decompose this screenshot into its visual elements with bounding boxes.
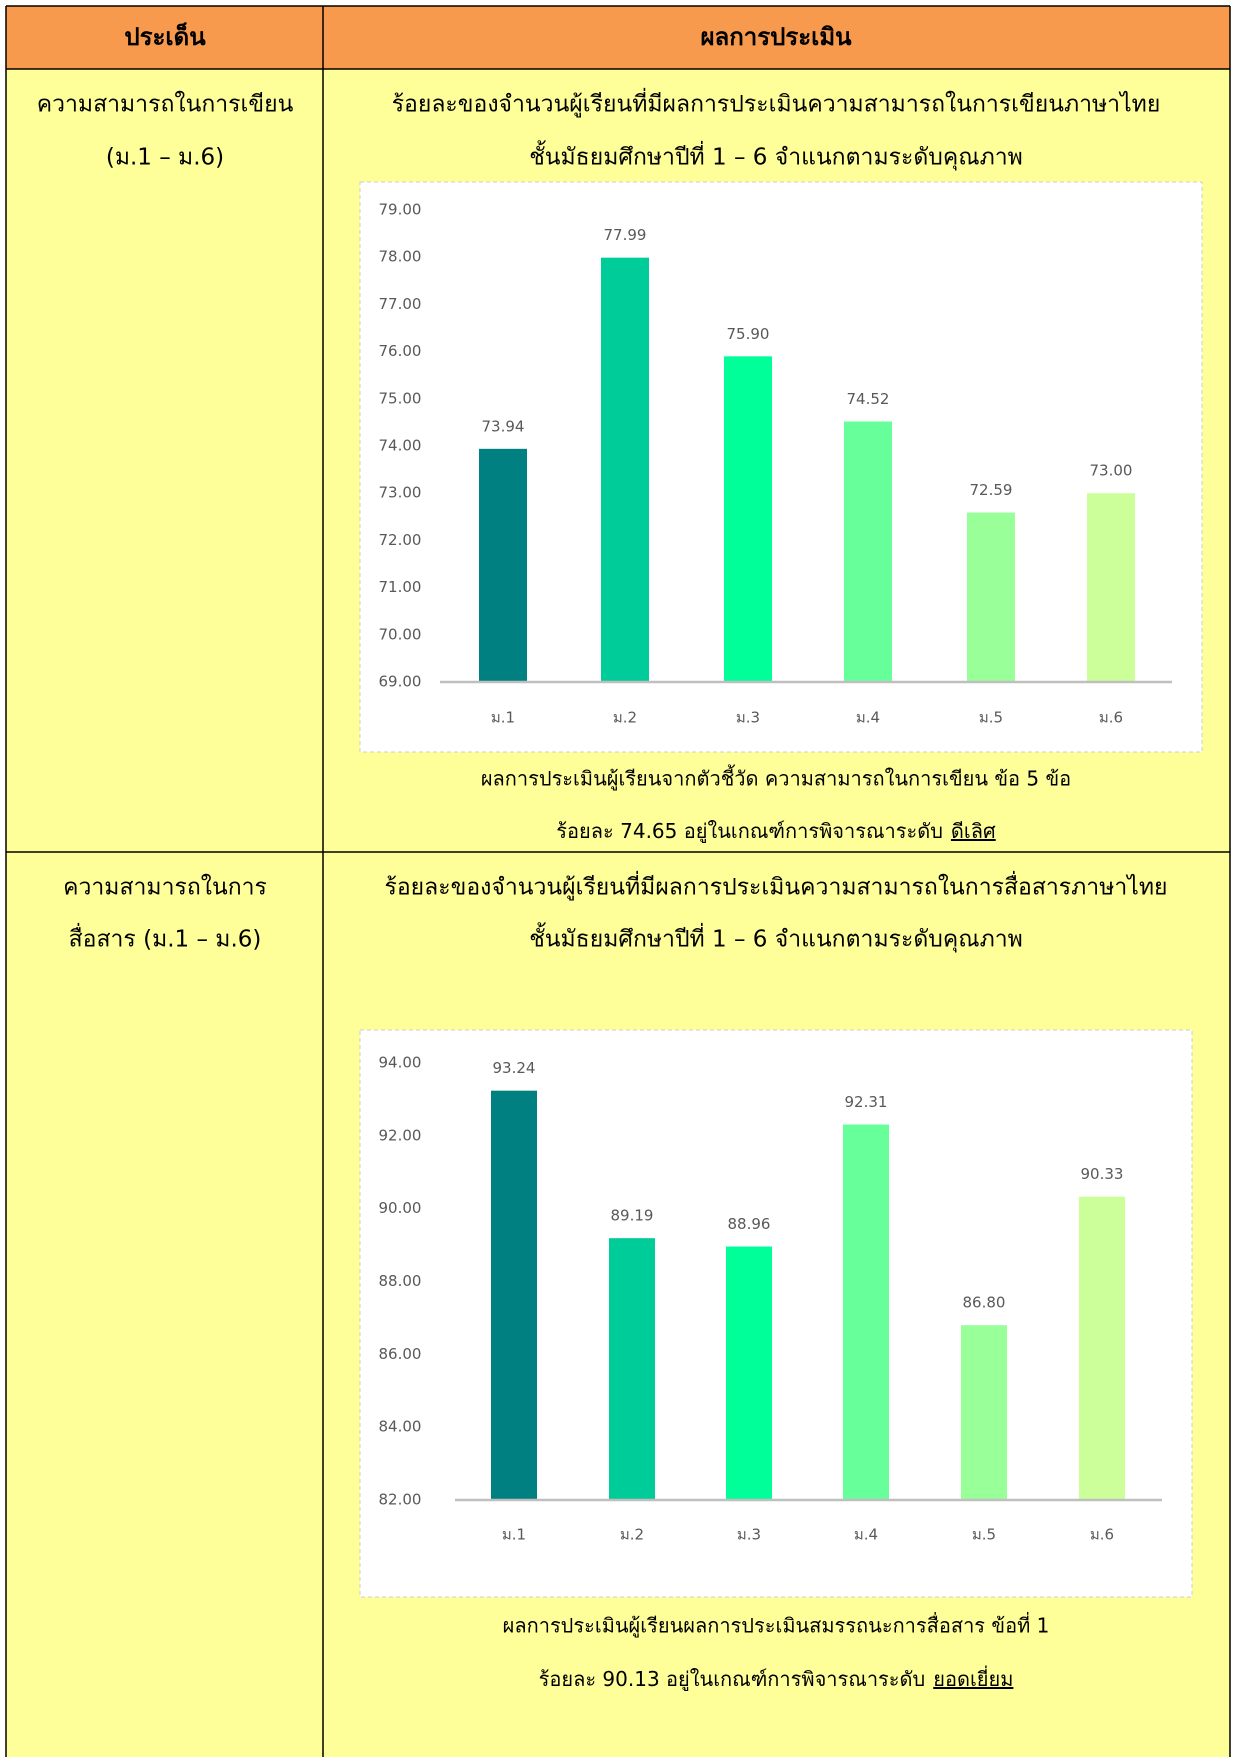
x-tick-label: ม.4 (854, 1526, 878, 1544)
header-row (6, 6, 1230, 69)
chart-heading: ชั้นมัธยมศึกษาปีที่ 1 – 6 จำแนกตามระดับค… (529, 923, 1023, 953)
header-cell: ประเด็น (124, 22, 206, 51)
level: ยอดเยี่ยม (933, 1665, 1013, 1691)
y-tick-label: 79.00 (379, 201, 422, 219)
bar (479, 448, 527, 682)
note-text: ผลการประเมินผู้เรียนจากตัวชี้วัด ความสาม… (481, 765, 1071, 792)
x-tick-label: ม.3 (737, 1526, 761, 1544)
x-tick-label: ม.1 (491, 709, 515, 727)
y-tick-label: 71.00 (379, 578, 422, 596)
header-cell: ผลการประเมิน (700, 23, 852, 51)
data-label: 93.24 (493, 1059, 536, 1077)
bar (1079, 1196, 1125, 1500)
x-tick-label: ม.6 (1090, 1526, 1114, 1544)
x-tick-label: ม.4 (856, 709, 880, 727)
chart-frame (359, 1029, 1193, 1598)
y-tick-label: 88.00 (379, 1272, 422, 1290)
note-text: ร้อยละ 90.13 อยู่ในเกณฑ์การพิจารณาระดับ ย… (539, 1665, 1014, 1692)
data-label: 89.19 (611, 1207, 654, 1225)
level: ดีเลิศ (951, 819, 996, 843)
bar (724, 356, 772, 682)
y-tick-label: 74.00 (379, 437, 422, 455)
x-tick-label: ม.2 (620, 1526, 644, 1544)
x-tick-label: ม.1 (502, 1526, 526, 1544)
note-text: ร้อยละ 74.65 อยู่ในเกณฑ์การพิจารณาระดับ ด… (556, 819, 996, 844)
chart-heading: ชั้นมัธยมศึกษาปีที่ 1 – 6 จำแนกตามระดับค… (529, 141, 1023, 171)
bar (843, 1124, 889, 1500)
x-tick-label: ม.5 (972, 1526, 996, 1544)
data-label: 88.96 (728, 1215, 771, 1233)
bar (609, 1238, 655, 1500)
data-label: 74.52 (847, 390, 890, 408)
x-tick-label: ม.5 (979, 709, 1003, 727)
chart-heading: ร้อยละของจำนวนผู้เรียนที่มีผลการประเมินค… (385, 871, 1168, 901)
bar (726, 1246, 772, 1500)
topic-text: (ม.1 – ม.6) (106, 145, 224, 171)
bar (1087, 493, 1135, 682)
y-tick-label: 94.00 (379, 1054, 422, 1072)
data-label: 92.31 (845, 1093, 888, 1111)
bar (491, 1090, 537, 1500)
x-tick-label: ม.2 (613, 709, 637, 727)
data-label: 90.33 (1081, 1165, 1124, 1183)
y-tick-label: 73.00 (379, 484, 422, 502)
y-tick-label: 84.00 (379, 1418, 422, 1436)
bar (961, 1325, 1007, 1500)
y-tick-label: 69.00 (379, 673, 422, 691)
y-tick-label: 75.00 (379, 389, 422, 407)
data-label: 86.80 (963, 1294, 1006, 1312)
bar (601, 257, 649, 682)
data-label: 72.59 (970, 481, 1013, 499)
y-tick-label: 92.00 (379, 1126, 422, 1144)
x-tick-label: ม.3 (736, 709, 760, 727)
topic-text: สื่อสาร (ม.1 – ม.6) (69, 923, 262, 953)
data-label: 77.99 (604, 226, 647, 244)
y-tick-label: 72.00 (379, 531, 422, 549)
data-label: 75.90 (727, 325, 770, 343)
note-text: ผลการประเมินผู้เรียนผลการประเมินสมรรถนะก… (503, 1612, 1050, 1639)
bar (967, 512, 1015, 682)
bar (844, 421, 892, 682)
data-label: 73.00 (1090, 462, 1133, 480)
table-lines (5, 5, 1231, 1757)
y-tick-label: 82.00 (379, 1491, 422, 1509)
note-part: ร้อยละ 90.13 อยู่ในเกณฑ์การพิจารณาระดับ (539, 1667, 926, 1692)
chart-heading: ร้อยละของจำนวนผู้เรียนที่มีผลการประเมินค… (392, 88, 1161, 118)
y-tick-label: 86.00 (379, 1345, 422, 1363)
y-tick-label: 76.00 (379, 342, 422, 360)
x-tick-label: ม.6 (1099, 709, 1123, 727)
note-part: ร้อยละ 74.65 อยู่ในเกณฑ์การพิจารณาระดับ (556, 819, 943, 844)
y-tick-label: 90.00 (379, 1199, 422, 1217)
topic-text: ความสามารถในการเขียน (37, 91, 294, 118)
y-tick-label: 77.00 (379, 295, 422, 313)
topic-text: ความสามารถในการ (63, 874, 267, 901)
y-tick-label: 70.00 (379, 625, 422, 643)
data-label: 73.94 (482, 417, 525, 435)
y-tick-label: 78.00 (379, 248, 422, 266)
